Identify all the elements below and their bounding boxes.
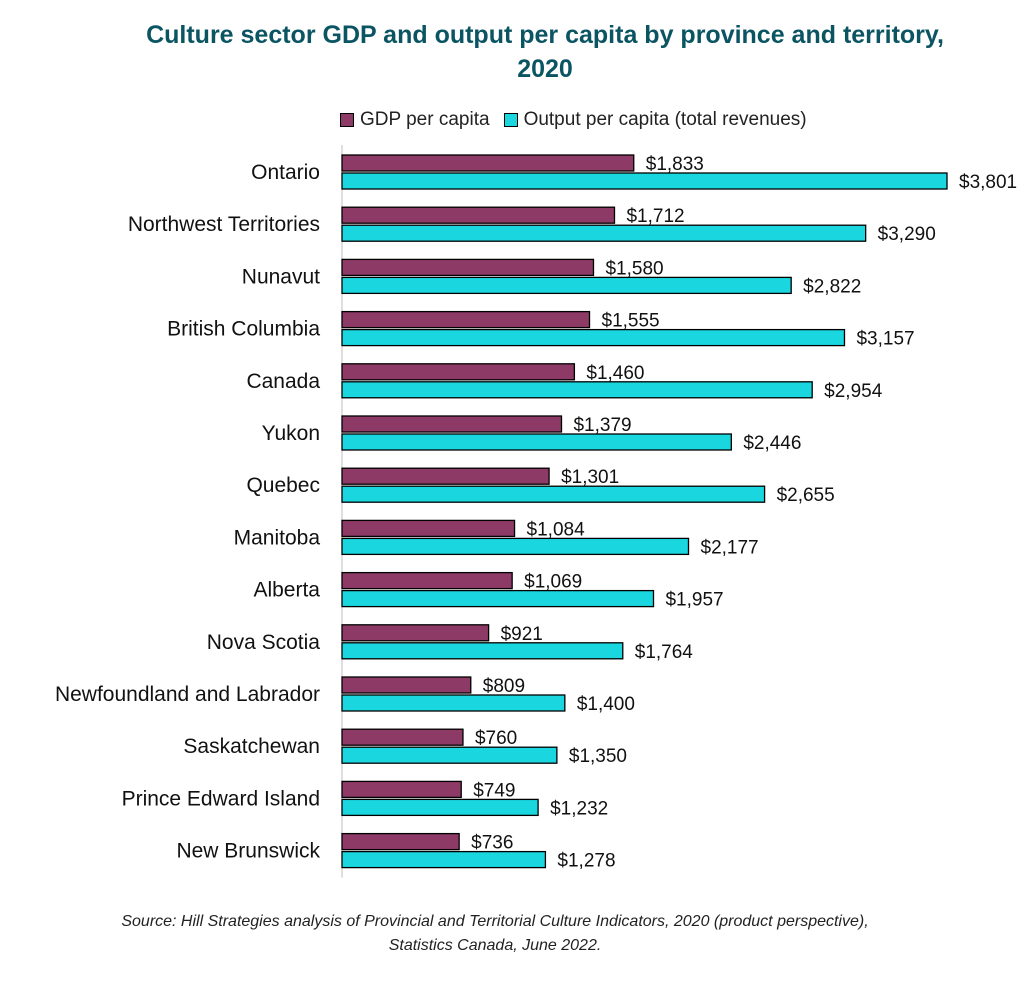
chart-title: Culture sector GDP and output per capita…: [146, 21, 944, 83]
output-value-label: $3,157: [856, 329, 914, 350]
output-value-label: $1,764: [635, 642, 694, 663]
legend-label-gdp: GDP per capita: [360, 109, 490, 130]
category-label: Prince Edward Island: [122, 787, 320, 810]
output-value-label: $1,232: [550, 798, 608, 819]
gdp-value-label: $921: [501, 624, 543, 645]
bar-chart: Ontario $1,833 $3,801 Northwest Territories…: [55, 145, 1017, 878]
output-bar: [341, 172, 948, 190]
gdp-bar: [341, 154, 635, 172]
gdp-value-label: $736: [471, 833, 513, 854]
output-value-label: $1,278: [557, 851, 615, 872]
gdp-bar: [341, 832, 460, 851]
gdp-bar: [341, 519, 516, 538]
category-label: Nova Scotia: [207, 631, 321, 654]
legend-swatch-gdp: [340, 113, 354, 127]
output-bar: [341, 798, 539, 817]
category-label: Nunavut: [242, 265, 320, 288]
category-label: New Brunswick: [176, 840, 320, 863]
legend: GDP per capita Output per capita (total …: [340, 108, 821, 132]
gdp-bar: [341, 676, 472, 694]
category-label: Canada: [246, 370, 320, 393]
output-value-label: $3,290: [878, 224, 936, 245]
gdp-bar: [341, 467, 550, 485]
gdp-bar: [341, 310, 591, 329]
output-bar: [341, 850, 547, 869]
category-label: Manitoba: [234, 526, 321, 549]
gdp-bar: [341, 571, 513, 590]
gdp-bar: [341, 258, 595, 277]
category-label: Northwest Territories: [128, 213, 320, 236]
category-label: Ontario: [251, 161, 320, 184]
output-bar: [341, 433, 732, 451]
output-value-label: $1,350: [569, 746, 627, 767]
output-bar: [341, 276, 792, 295]
gdp-value-label: $809: [483, 676, 525, 697]
category-label: Yukon: [262, 422, 320, 445]
output-value-label: $1,957: [665, 590, 723, 611]
output-value-label: $2,446: [743, 433, 801, 454]
gdp-value-label: $1,379: [573, 415, 631, 436]
output-value-label: $2,954: [824, 381, 883, 402]
gdp-value-label: $1,084: [527, 519, 586, 540]
output-bar: [341, 224, 867, 242]
gdp-value-label: $1,580: [605, 258, 663, 279]
gdp-bar: [341, 728, 464, 746]
category-label: Newfoundland and Labrador: [55, 683, 320, 706]
output-bar: [341, 694, 566, 712]
legend-item-output: Output per capita (total revenues): [503, 109, 807, 131]
gdp-value-label: $760: [475, 728, 517, 749]
output-value-label: $2,655: [777, 485, 835, 506]
legend-swatch-output: [503, 113, 518, 127]
output-bar: [341, 485, 766, 503]
gdp-value-label: $749: [473, 780, 515, 801]
output-value-label: $1,400: [577, 694, 635, 715]
output-bar: [341, 328, 846, 347]
category-label: Quebec: [246, 474, 320, 497]
source-line-2: Statistics Canada, June 2022.: [388, 937, 602, 954]
gdp-value-label: $1,833: [646, 154, 704, 175]
output-value-label: $2,177: [701, 537, 759, 558]
gdp-bar: [341, 206, 616, 224]
legend-label-output: Output per capita (total revenues): [523, 109, 807, 130]
output-bar: [341, 746, 558, 764]
gdp-value-label: $1,712: [626, 206, 684, 227]
gdp-bar: [341, 363, 576, 381]
category-label: British Columbia: [167, 318, 320, 341]
legend-item-gdp: GDP per capita: [340, 109, 490, 131]
output-bar: [341, 589, 655, 608]
output-value-label: $3,801: [959, 172, 1017, 193]
gdp-value-label: $1,460: [586, 363, 644, 384]
gdp-bar: [341, 415, 563, 433]
gdp-value-label: $1,069: [524, 572, 582, 593]
category-label: Alberta: [253, 579, 320, 602]
output-value-label: $2,822: [803, 276, 861, 297]
gdp-value-label: $1,555: [602, 311, 660, 332]
category-label: Saskatchewan: [183, 735, 320, 758]
output-bar: [341, 642, 624, 660]
output-bar: [341, 381, 813, 399]
source-note: Source: Hill Strategies analysis of Prov…: [90, 910, 900, 958]
gdp-bar: [341, 624, 490, 642]
source-line-1: Source: Hill Strategies analysis of Prov…: [121, 913, 869, 930]
gdp-bar: [341, 780, 462, 799]
gdp-value-label: $1,301: [561, 467, 619, 488]
output-bar: [341, 537, 690, 556]
